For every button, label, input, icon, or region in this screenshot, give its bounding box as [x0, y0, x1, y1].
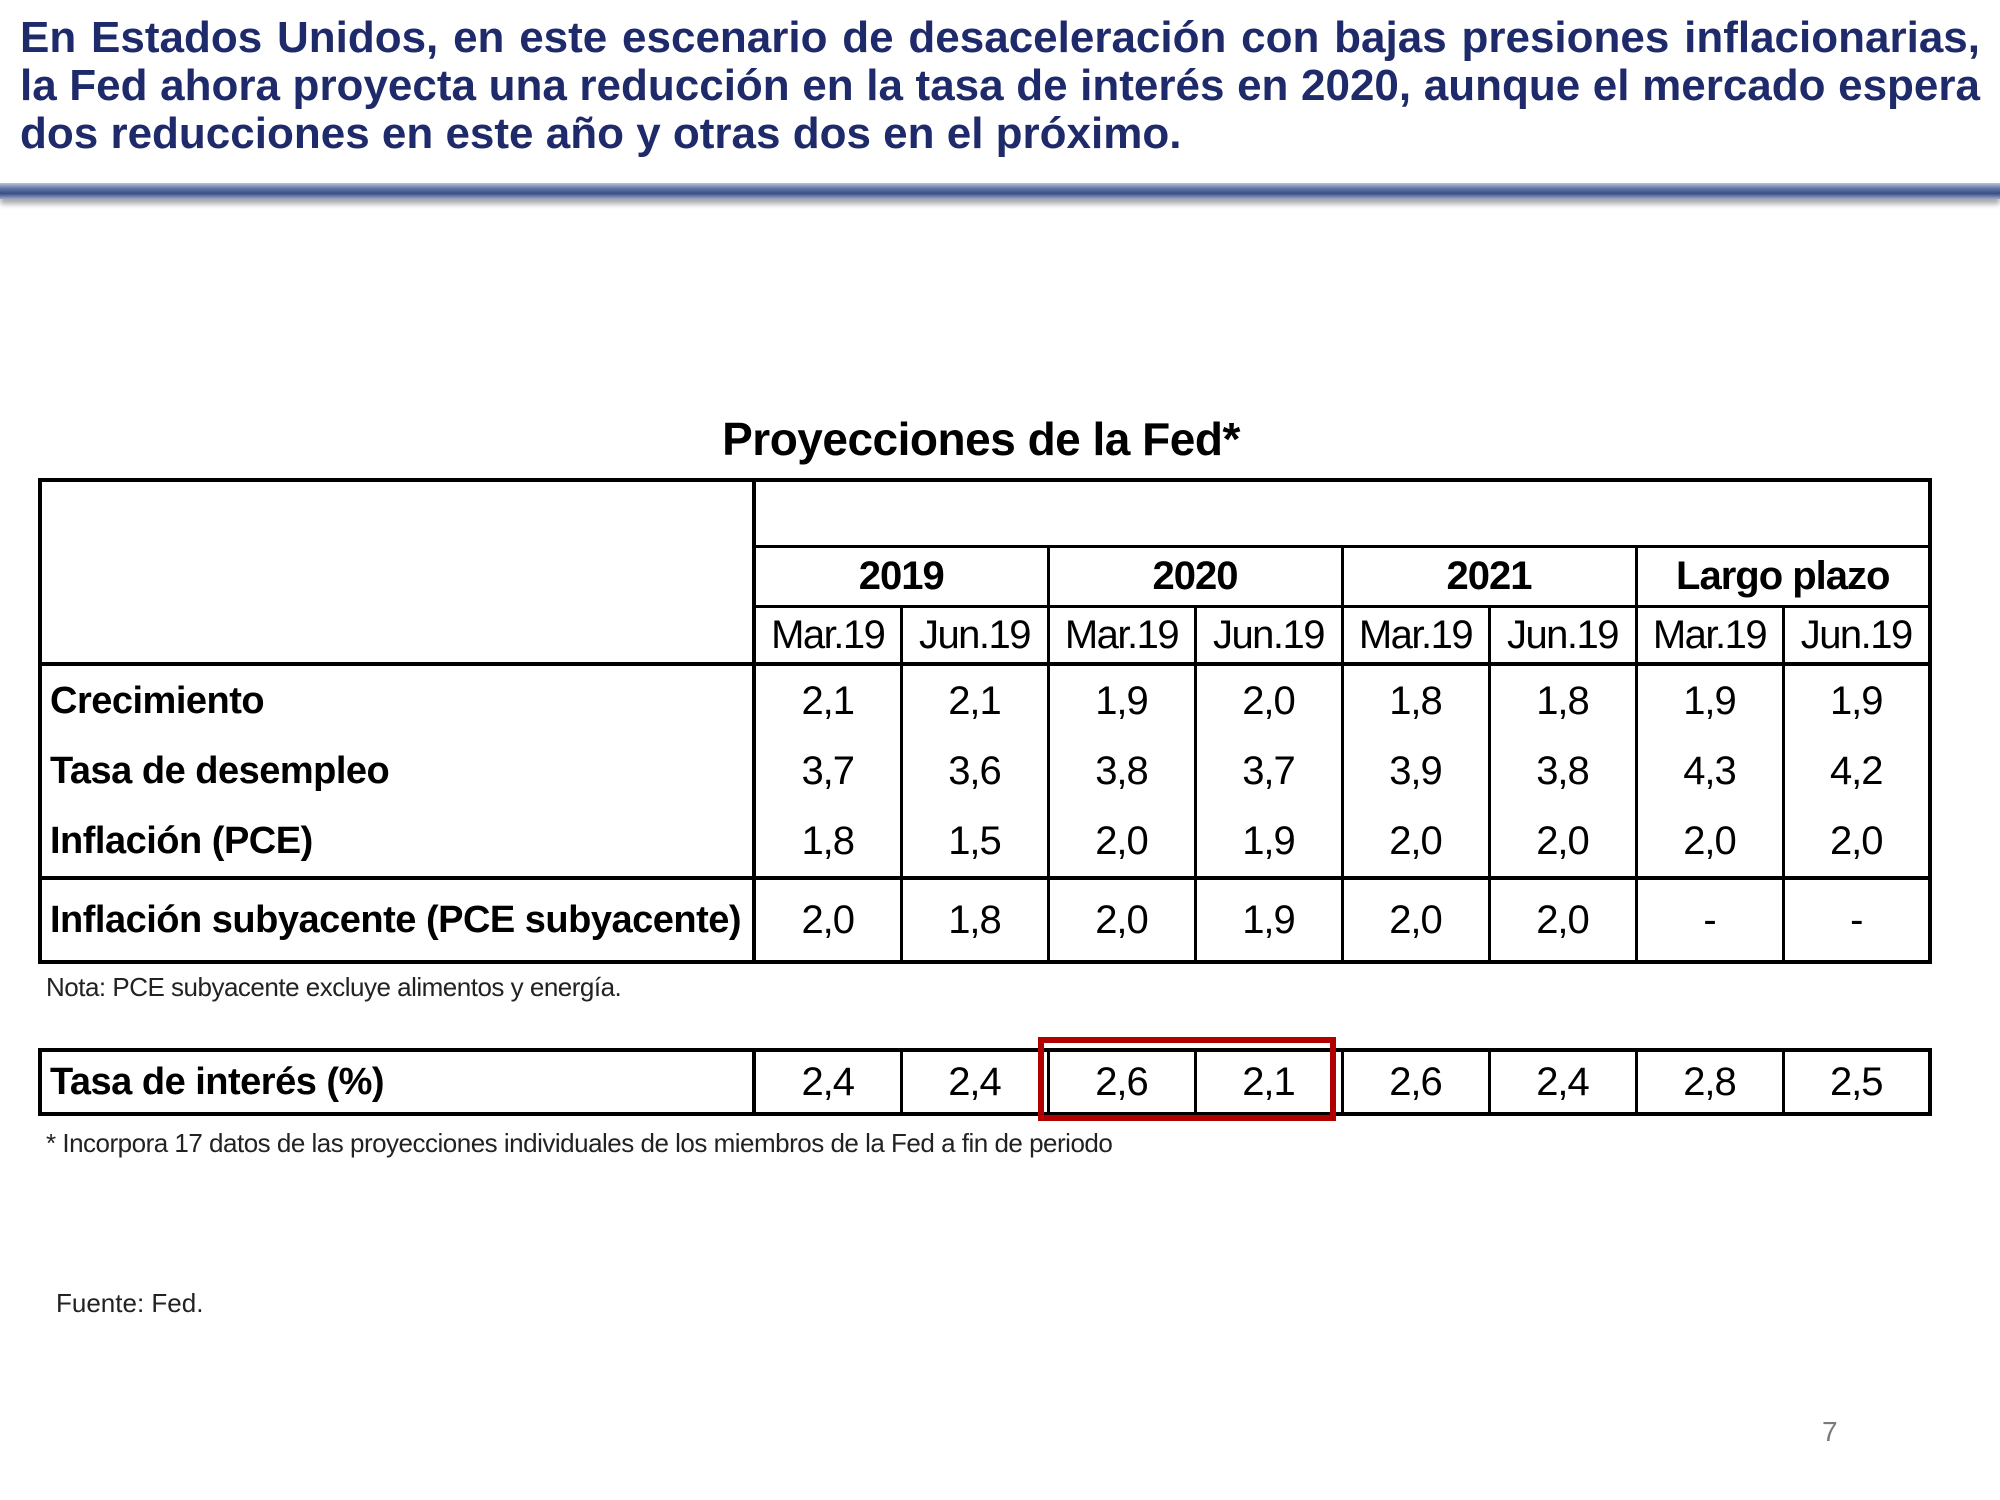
header-blank-cell [754, 480, 1930, 548]
interest-rate-table: Tasa de interés (%) 2,4 2,4 2,6 2,1 2,6 … [38, 1048, 1932, 1116]
table-cell: 2,6 [1048, 1050, 1197, 1114]
table-cell: 3,7 [1195, 736, 1344, 806]
table-cell: 4,2 [1829, 748, 1884, 793]
table-cell: 1,9 [1829, 678, 1884, 723]
projection-date-header: Mar.19 [1342, 606, 1491, 664]
table-cell: 1,8 [1489, 664, 1638, 736]
slide-headline: En Estados Unidos, en este escenario de … [20, 13, 1980, 158]
table-cell: 2,4 [901, 1050, 1050, 1114]
projection-date-header: Mar.19 [1048, 606, 1197, 664]
table-cell: 1,8 [754, 806, 903, 878]
table-cell: 1,9 [1195, 806, 1344, 878]
row-label: Tasa de desempleo [40, 736, 756, 806]
year-header: 2020 [1048, 546, 1344, 608]
row-label: Inflación (PCE) [40, 806, 756, 878]
table-cell: - [1850, 897, 1863, 942]
row-label: Inflación subyacente (PCE subyacente) [40, 878, 756, 962]
table-cell: - [1636, 878, 1785, 962]
page-number: 7 [1822, 1416, 1838, 1447]
table-cell: 2,0 [1342, 806, 1491, 878]
table-title: Proyecciones de la Fed* [722, 413, 1240, 465]
year-header: Largo plazo [1636, 546, 1930, 608]
highlight-box-2020 [1038, 1037, 1336, 1121]
table-cell: 1,8 [901, 878, 1050, 962]
year-header: 2021 [1342, 546, 1638, 608]
table-row-unemployment: Tasa de desempleo 3,7 3,6 3,8 3,7 3,9 3,… [40, 736, 1930, 806]
table-cell: 1,8 [1342, 664, 1491, 736]
table-footnote: * Incorpora 17 datos de las proyecciones… [46, 1128, 1113, 1158]
table-row-inflation: Inflación (PCE) 1,8 1,5 2,0 1,9 2,0 2,0 … [40, 806, 1930, 878]
table-cell: 3,8 [1489, 736, 1638, 806]
table-cell: 2,0 [1829, 818, 1884, 863]
header-corner-cell [40, 480, 756, 664]
table-cell: 3,6 [901, 736, 1050, 806]
projection-date-header: Mar.19 [754, 606, 903, 664]
table-cell: 2,0 [1048, 878, 1197, 962]
table-cell: 2,4 [754, 1050, 903, 1114]
row-label: Crecimiento [40, 664, 756, 736]
table-cell: 2,0 [754, 878, 903, 962]
table-row-interest-rate: Tasa de interés (%) 2,4 2,4 2,6 2,1 2,6 … [38, 1050, 1932, 1114]
table-cell: 2,1 [754, 664, 903, 736]
table-row-growth: Crecimiento 2,1 2,1 1,9 2,0 1,8 1,8 1,9 … [40, 664, 1930, 736]
table-cell: 3,7 [754, 736, 903, 806]
table-cell: 2,1 [1195, 1050, 1344, 1114]
table-cell: 2,0 [1636, 806, 1785, 878]
table-cell: 2,6 [1342, 1050, 1491, 1114]
table-cell: 1,9 [1195, 878, 1344, 962]
table-cell: 2,0 [1489, 878, 1638, 962]
row-label: Tasa de interés (%) [38, 1050, 756, 1114]
projection-date-header: Mar.19 [1636, 606, 1785, 664]
year-header-row: 2019 2020 2021 Largo plazo [40, 546, 1930, 608]
table-cell: 3,9 [1342, 736, 1491, 806]
table-cell: 1,5 [901, 806, 1050, 878]
table-cell: 4,3 [1636, 736, 1785, 806]
table-note: Nota: PCE subyacente excluye alimentos y… [46, 972, 622, 1002]
source-note: Fuente: Fed. [56, 1288, 204, 1318]
year-header: 2019 [754, 546, 1050, 608]
table-cell: 2,0 [1195, 664, 1344, 736]
projection-date-header: Jun.19 [1489, 606, 1638, 664]
header-divider [0, 183, 2000, 199]
table-cell: 1,9 [1636, 664, 1785, 736]
table-cell: 2,0 [1489, 806, 1638, 878]
projection-date-header: Jun.19 [1195, 606, 1344, 664]
table-cell: 2,5 [1783, 1050, 1932, 1114]
projection-date-header: Jun.19 [1800, 612, 1914, 657]
table-cell: 2,0 [1342, 878, 1491, 962]
table-cell: 3,8 [1048, 736, 1197, 806]
table-cell: 2,1 [901, 664, 1050, 736]
table-row-core-inflation: Inflación subyacente (PCE subyacente) 2,… [40, 878, 1930, 962]
table-header-blank-row [40, 480, 1930, 664]
projections-table: 2019 2020 2021 Largo plazo Mar.19 Jun.19… [38, 478, 1932, 964]
table-cell: 2,0 [1048, 806, 1197, 878]
table-cell: 2,8 [1636, 1050, 1785, 1114]
table-cell: 1,9 [1048, 664, 1197, 736]
projection-date-header: Jun.19 [901, 606, 1050, 664]
table-cell: 2,4 [1489, 1050, 1638, 1114]
projection-date-row: Mar.19 Jun.19 Mar.19 Jun.19 Mar.19 Jun.1… [40, 606, 1930, 664]
